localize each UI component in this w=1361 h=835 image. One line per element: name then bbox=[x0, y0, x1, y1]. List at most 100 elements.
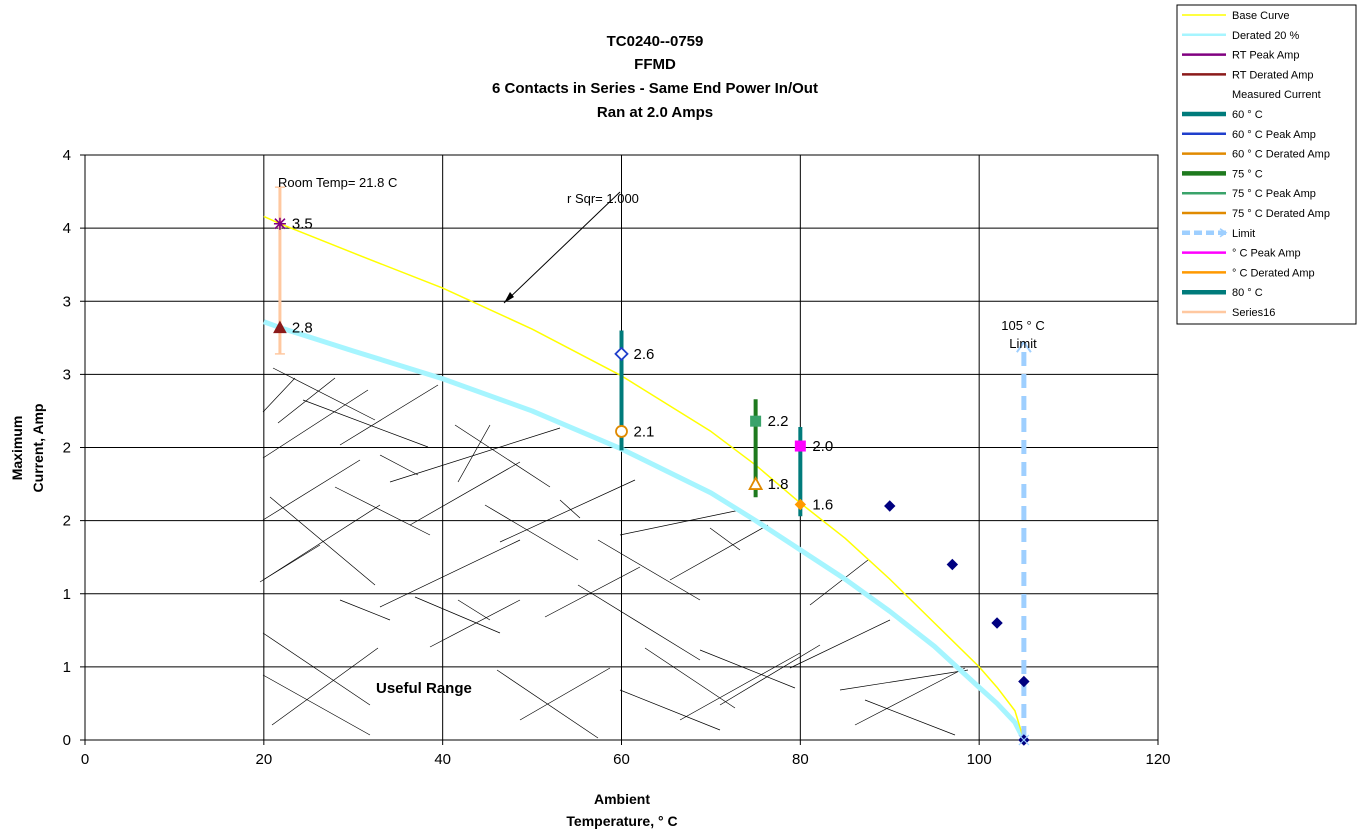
tick-labels: 0 20 40 60 80 100 120 0 1 1 2 2 3 3 4 4 bbox=[63, 147, 1171, 768]
x-axis-title-line-2: Temperature, ° C bbox=[566, 813, 677, 829]
hatch-line bbox=[262, 389, 369, 459]
hatch-line bbox=[379, 539, 521, 608]
x-tick-label: 120 bbox=[1145, 751, 1170, 768]
hatch-line bbox=[302, 399, 429, 448]
hatch-line bbox=[339, 384, 439, 446]
hatch-line bbox=[519, 667, 611, 721]
marker-layer: 3.5 2.8 2.6 2.1 2.2 1.8 2.0 1.6 bbox=[273, 48, 1212, 746]
x-tick-label: 100 bbox=[967, 751, 992, 768]
y-tick-label: 2 bbox=[63, 440, 71, 457]
y-tick-label: 4 bbox=[63, 220, 71, 237]
hatch-line bbox=[429, 599, 521, 648]
legend-label: RT Peak Amp bbox=[1232, 50, 1299, 62]
60-c-derated-amp-marker bbox=[615, 425, 628, 438]
hatch-line bbox=[854, 667, 966, 726]
legend-label: 60 ° C Peak Amp bbox=[1232, 129, 1316, 141]
r-sqr-arrowhead bbox=[504, 292, 514, 303]
60-c-peak-amp-marker bbox=[614, 346, 629, 362]
y-tick-label: 4 bbox=[63, 147, 71, 164]
data-label: 1.6 bbox=[812, 497, 833, 514]
hatch-line bbox=[719, 644, 821, 706]
hatch-line bbox=[334, 486, 431, 536]
hatch-line bbox=[619, 689, 721, 731]
data-label: 2.8 bbox=[292, 320, 313, 337]
base-curve bbox=[263, 215, 1025, 741]
x-tick-label: 60 bbox=[613, 751, 630, 768]
measured-current-marker bbox=[884, 500, 896, 512]
hatch-line bbox=[269, 496, 376, 586]
legend-label: Base Curve bbox=[1232, 10, 1289, 22]
legend-label: Derated 20 % bbox=[1232, 30, 1299, 42]
legend-label: 75 ° C Peak Amp bbox=[1232, 188, 1316, 200]
hatch-line bbox=[414, 596, 501, 634]
series-layer bbox=[262, 186, 1032, 742]
hatch-line bbox=[339, 599, 391, 621]
data-label: 2.0 bbox=[812, 438, 833, 455]
y-tick-label: 1 bbox=[63, 659, 71, 676]
hatch-line bbox=[389, 427, 561, 483]
hatch-line bbox=[644, 647, 736, 709]
legend-label: RT Derated Amp bbox=[1232, 69, 1314, 81]
hatch-line bbox=[789, 619, 891, 669]
chart-title-line-4: Ran at 2.0 Amps bbox=[597, 104, 713, 121]
limit-annotation-line-1: 105 ° C bbox=[1001, 318, 1045, 333]
hatch-line bbox=[709, 527, 741, 551]
hatch-line bbox=[262, 377, 296, 413]
hatch-line bbox=[272, 367, 376, 421]
limit-arrowhead bbox=[1016, 340, 1032, 353]
x-axis-title-line-1: Ambient bbox=[594, 791, 650, 807]
legend-label: ° C Peak Amp bbox=[1232, 248, 1301, 260]
hatch-line bbox=[262, 459, 361, 521]
hatch-line bbox=[499, 479, 636, 543]
x-tick-label: 40 bbox=[434, 751, 451, 768]
room-temp-annotation: Room Temp= 21.8 C bbox=[278, 175, 397, 190]
hatch-line bbox=[669, 524, 769, 581]
y-axis-title-line-2: Current, Amp bbox=[30, 404, 46, 493]
hatch-line bbox=[559, 499, 581, 519]
data-label: 2.6 bbox=[634, 346, 655, 363]
hatch-line bbox=[262, 544, 321, 581]
hatch-line bbox=[577, 584, 701, 661]
legend-label: Measured Current bbox=[1232, 89, 1321, 101]
y-tick-label: 1 bbox=[63, 586, 71, 603]
r-sqr-annotation: r Sqr= 1.000 bbox=[567, 191, 639, 206]
y-tick-label: 3 bbox=[63, 366, 71, 383]
hatch-line bbox=[379, 454, 419, 476]
hatch-line bbox=[597, 539, 701, 601]
legend-label: Limit bbox=[1232, 228, 1255, 240]
y-tick-label: 3 bbox=[63, 293, 71, 310]
rt-derated-amp-marker bbox=[273, 320, 287, 334]
c-derated-amp-marker bbox=[794, 498, 807, 511]
useful-range-label: Useful Range bbox=[376, 680, 472, 697]
limit-annotation-line-2: Limit bbox=[1009, 336, 1037, 351]
y-tick-label: 0 bbox=[63, 732, 71, 749]
hatch-line bbox=[699, 649, 796, 689]
hatch-line bbox=[457, 424, 491, 483]
x-tick-label: 80 bbox=[792, 751, 809, 768]
chart-title-line-1: TC0240--0759 bbox=[607, 33, 704, 50]
hatch-line bbox=[809, 559, 869, 606]
hatch-line bbox=[262, 674, 371, 736]
x-tick-label: 0 bbox=[81, 751, 89, 768]
legend-swatch-arrow bbox=[1219, 228, 1228, 238]
hatch-line bbox=[271, 647, 379, 726]
hatch-line bbox=[619, 509, 741, 536]
x-tick-label: 20 bbox=[255, 751, 272, 768]
limit-base-marker bbox=[1018, 734, 1030, 746]
legend-box bbox=[1176, 4, 1357, 325]
legend-label: 75 ° C Derated Amp bbox=[1232, 208, 1330, 220]
hatch-line bbox=[839, 669, 969, 691]
measured-current-marker bbox=[991, 617, 1003, 629]
legend-label: ° C Derated Amp bbox=[1232, 267, 1315, 279]
y-axis-title-line-1: Maximum bbox=[9, 416, 25, 481]
legend-label: Series16 bbox=[1232, 307, 1275, 319]
measured-current-marker bbox=[1018, 675, 1030, 688]
hatch-line bbox=[864, 699, 956, 736]
data-label: 1.8 bbox=[768, 476, 789, 493]
legend: Base Curve Derated 20 % RT Peak Amp RT Dera… bbox=[1182, 10, 1330, 319]
hatch-line bbox=[454, 424, 551, 488]
hatch-line bbox=[484, 504, 579, 561]
data-label: 2.1 bbox=[634, 423, 655, 440]
r-sqr-arrow bbox=[503, 191, 621, 304]
